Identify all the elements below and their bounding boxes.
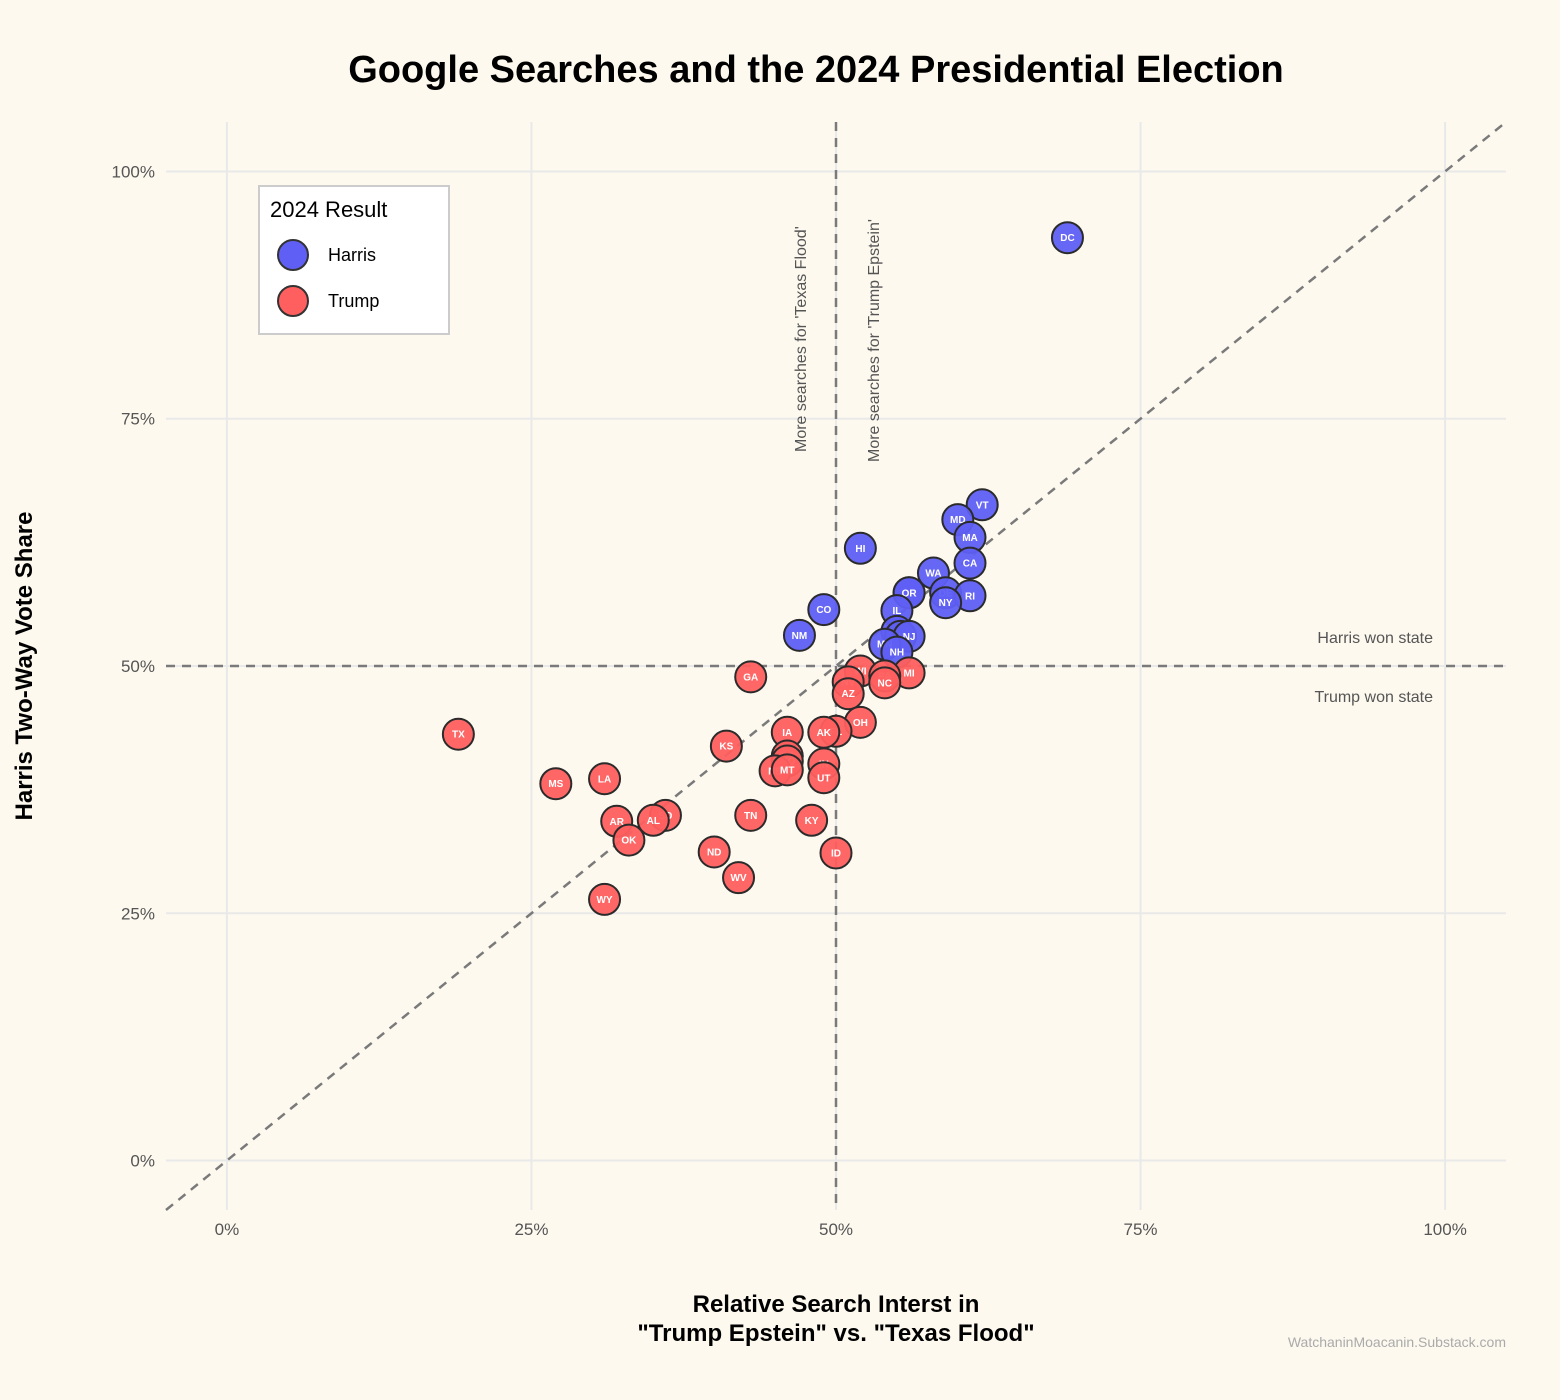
point-label-tn: TN (744, 811, 757, 822)
point-label-ar: AR (610, 817, 625, 828)
point-ut (807, 761, 841, 795)
point-label-ky: KY (805, 816, 819, 827)
point-label-mt: MT (780, 765, 794, 776)
point-ca (953, 546, 987, 580)
y-tick-label: 25% (121, 904, 155, 923)
point-la (588, 762, 622, 796)
y-tick-label: 75% (121, 410, 155, 429)
legend-title: 2024 Result (270, 197, 387, 222)
source-caption: WatchaninMoacanin.Substack.com (1288, 1334, 1506, 1350)
x-tick-label: 0% (215, 1220, 240, 1239)
point-label-wy: WY (596, 895, 612, 906)
point-tx (441, 717, 475, 751)
point-label-vt: VT (976, 500, 989, 511)
point-ky (795, 803, 829, 837)
legend-trump-label: Trump (328, 291, 379, 311)
point-co (807, 593, 841, 627)
point-label-nj: NJ (903, 632, 916, 643)
point-label-ks: KS (719, 742, 733, 753)
point-label-az: AZ (842, 689, 855, 700)
series-trump: MIWIPANCNVGAAZOHFLAKIATXKSSCMOINNEMTUTLA… (441, 654, 926, 916)
annotation-trump-epstein: More searches for 'Trump Epstein' (866, 219, 883, 462)
series-harris: DCVTMDMAHICAWACTORDERINYCOILMENMVANJMNNH (782, 221, 1084, 669)
y-axis-ticks: 0% 25% 50% 75% 100% (112, 162, 155, 1170)
annotation-harris-won: Harris won state (1317, 630, 1433, 647)
point-label-id: ID (831, 848, 841, 859)
annotation-texas-flood: More searches for 'Texas Flood' (793, 226, 810, 452)
point-hi (843, 531, 877, 565)
annotation-trump-won: Trump won state (1314, 689, 1433, 706)
point-label-ri: RI (965, 591, 975, 602)
point-id (819, 836, 853, 870)
x-axis-label-line2: "Trump Epstein" vs. "Texas Flood" (637, 1320, 1034, 1347)
legend-harris-swatch (277, 239, 309, 271)
chart-title: Google Searches and the 2024 Presidentia… (348, 49, 1284, 91)
point-label-nh: NH (890, 648, 904, 659)
y-tick-label: 0% (130, 1152, 155, 1171)
point-label-ia: IA (782, 728, 792, 739)
point-dc (1050, 221, 1084, 255)
point-ks (709, 729, 743, 763)
point-ga (734, 660, 768, 694)
point-label-nm: NM (792, 631, 808, 642)
point-label-tx: TX (452, 730, 465, 741)
y-tick-label: 50% (121, 657, 155, 676)
point-label-ut: UT (817, 773, 830, 784)
point-nm (782, 618, 816, 652)
point-label-wv: WV (730, 873, 746, 884)
point-label-il: IL (892, 606, 901, 617)
reference-lines (165, 121, 1507, 1211)
point-label-la: LA (598, 774, 611, 785)
point-label-or: OR (902, 588, 918, 599)
point-ny (929, 586, 963, 620)
point-nd (697, 835, 731, 869)
y-axis-label: Harris Two-Way Vote Share (11, 512, 38, 821)
point-label-ok: OK (621, 836, 637, 847)
x-axis-label-line1: Relative Search Interst in (693, 1291, 980, 1318)
point-wv (722, 861, 756, 895)
y-tick-label: 100% (112, 162, 155, 181)
point-label-ma: MA (962, 533, 978, 544)
x-tick-label: 100% (1423, 1220, 1466, 1239)
point-label-wa: WA (925, 569, 941, 580)
legend-trump-swatch (277, 285, 309, 317)
data-points: DCVTMDMAHICAWACTORDERINYCOILMENMVANJMNNH… (441, 221, 1084, 916)
point-nc (868, 666, 902, 700)
point-label-nc: NC (878, 678, 892, 689)
x-tick-label: 25% (514, 1220, 548, 1239)
point-label-ny: NY (939, 598, 953, 609)
point-al (636, 803, 670, 837)
x-tick-label: 50% (819, 1220, 853, 1239)
point-label-hi: HI (855, 544, 865, 555)
point-wy (588, 882, 622, 916)
point-label-md: MD (950, 515, 966, 526)
point-label-co: CO (816, 605, 831, 616)
point-label-ms: MS (548, 779, 563, 790)
point-label-nd: ND (707, 847, 721, 858)
point-label-ca: CA (963, 559, 977, 570)
point-ms (539, 767, 573, 801)
point-mt (770, 753, 804, 787)
point-ok (612, 823, 646, 857)
point-label-oh: OH (853, 718, 868, 729)
legend: 2024 Result Harris Trump (258, 185, 450, 335)
legend-harris-label: Harris (328, 245, 376, 265)
x-axis-ticks: 0% 25% 50% 75% 100% (215, 1220, 1467, 1239)
point-label-dc: DC (1060, 233, 1074, 244)
x-tick-label: 75% (1124, 1220, 1158, 1239)
point-tn (734, 798, 768, 832)
point-label-ga: GA (743, 672, 758, 683)
point-vt (965, 488, 999, 522)
point-label-ak: AK (817, 728, 832, 739)
point-az (831, 677, 865, 711)
point-label-al: AL (647, 816, 660, 827)
point-label-mi: MI (904, 668, 915, 679)
